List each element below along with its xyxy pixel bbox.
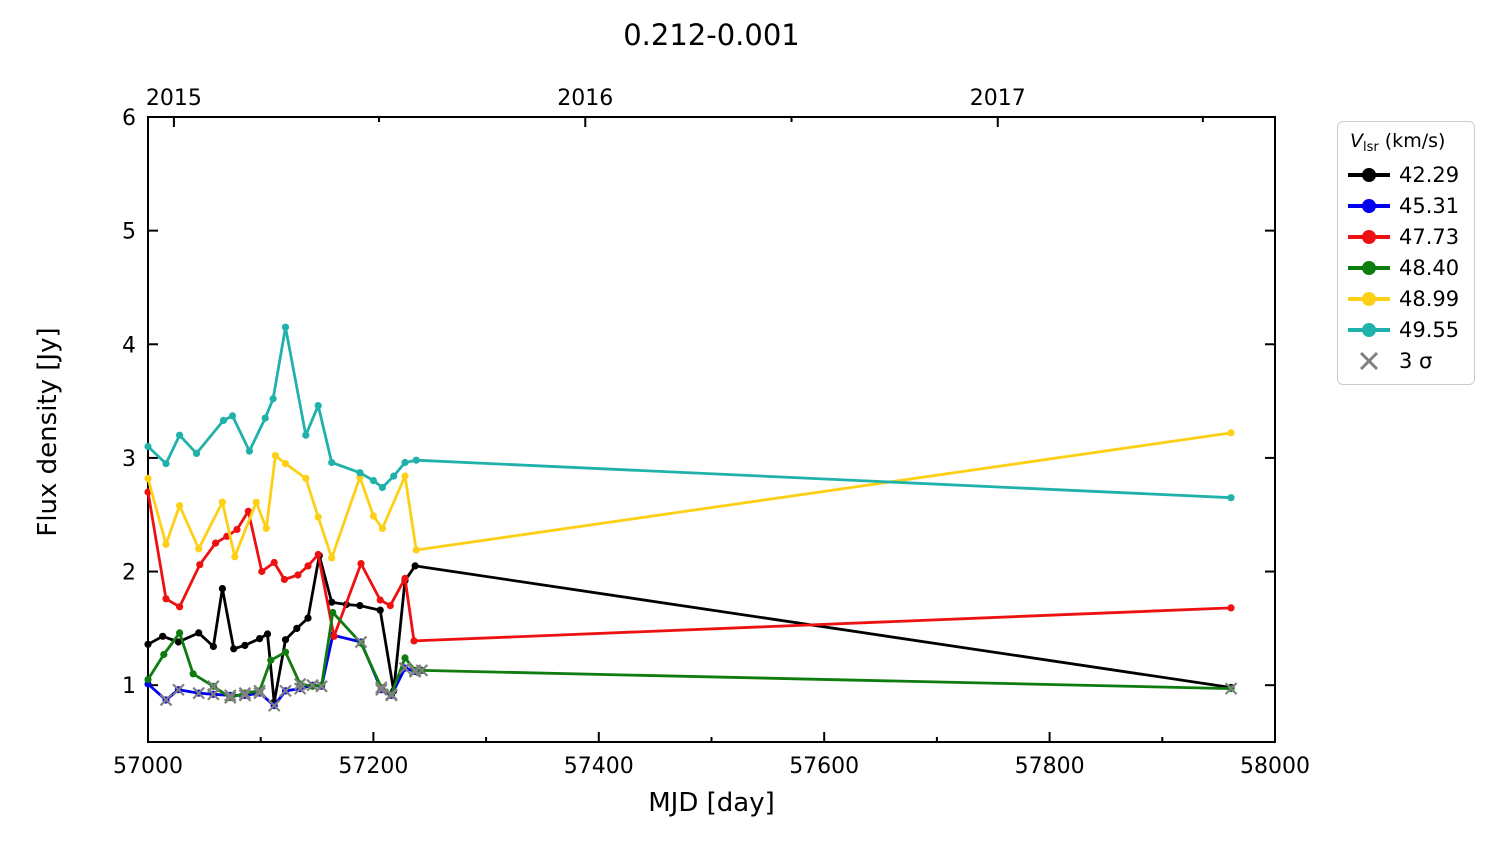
- axis-ticks: [147, 116, 1276, 742]
- legend-row-45.31: 45.31: [1346, 190, 1466, 221]
- legend-label: 45.31: [1399, 193, 1460, 218]
- legend-row-49.55: 49.55: [1346, 314, 1466, 345]
- legend-title-symbol: V: [1350, 130, 1363, 152]
- y-tick-label: 6: [122, 106, 136, 131]
- legend-title-subscript: lsr: [1363, 140, 1379, 155]
- chart-title: 0.212-0.001: [623, 18, 800, 52]
- legend-line-sample-icon: [1348, 198, 1390, 213]
- legend-line-sample-icon: [1348, 322, 1390, 337]
- legend-row-48.40: 48.40: [1346, 252, 1466, 283]
- legend-label: 48.99: [1399, 286, 1460, 311]
- x-tick-label: 58000: [1240, 754, 1310, 779]
- x-tick-label: 57800: [1015, 754, 1085, 779]
- legend-line-sample-icon: [1348, 291, 1390, 306]
- legend-row-47.73: 47.73: [1346, 221, 1466, 252]
- legend-row-sigma: 3 σ: [1346, 345, 1466, 376]
- legend-label-sigma: 3 σ: [1399, 348, 1433, 373]
- axis-tick-labels: 57000 57200 57400 57600 57800 58000 1 2 3 4 5 6 2015…: [113, 86, 1310, 779]
- legend-line-sample-icon: [1348, 229, 1390, 244]
- legend-label: 47.73: [1399, 224, 1460, 249]
- top-year-tick-label: 2015: [146, 86, 202, 111]
- legend-row-42.29: 42.29: [1346, 159, 1466, 190]
- legend-label: 48.40: [1399, 255, 1460, 280]
- series-line-49.55: [146, 325, 1233, 500]
- plot-box: [147, 116, 1276, 743]
- data-series: [144, 323, 1235, 710]
- legend-row-48.99: 48.99: [1346, 283, 1466, 314]
- y-tick-label: 2: [122, 561, 136, 586]
- x-tick-label: 57000: [113, 754, 183, 779]
- legend-box: Vlsr (km/s) 42.29 45.31 47.73 48.40 48.99 49.…: [1337, 121, 1475, 385]
- series-line-48.99: [146, 431, 1233, 560]
- legend-title-unit: (km/s): [1378, 130, 1446, 152]
- legend-label: 42.29: [1399, 162, 1460, 187]
- top-year-tick-label: 2016: [557, 86, 613, 111]
- legend-label: 49.55: [1399, 317, 1460, 342]
- y-tick-label: 1: [122, 674, 136, 699]
- legend-line-sample-icon: [1348, 260, 1390, 275]
- series-markers-48.99: [144, 429, 1235, 562]
- sigma3-upper-limit-markers: [159, 635, 1238, 712]
- sigma-x-icon: [1359, 351, 1379, 370]
- x-axis-label: MJD [day]: [648, 788, 775, 818]
- x-tick-label: 57400: [564, 754, 634, 779]
- y-tick-label: 3: [122, 447, 136, 472]
- x-tick-label: 57600: [789, 754, 859, 779]
- legend-line-sample-icon: [1348, 167, 1390, 182]
- series-markers-49.55: [144, 323, 1235, 502]
- legend-title: Vlsr (km/s): [1346, 128, 1466, 159]
- y-tick-label: 5: [122, 220, 136, 245]
- y-tick-label: 4: [122, 333, 136, 358]
- y-axis-label: Flux density [Jy]: [33, 327, 63, 537]
- legend-entries: 42.29 45.31 47.73 48.40 48.99 49.55: [1346, 159, 1466, 345]
- series-markers-47.73: [144, 488, 1235, 645]
- x-tick-label: 57200: [338, 754, 408, 779]
- top-year-tick-label: 2017: [970, 86, 1026, 111]
